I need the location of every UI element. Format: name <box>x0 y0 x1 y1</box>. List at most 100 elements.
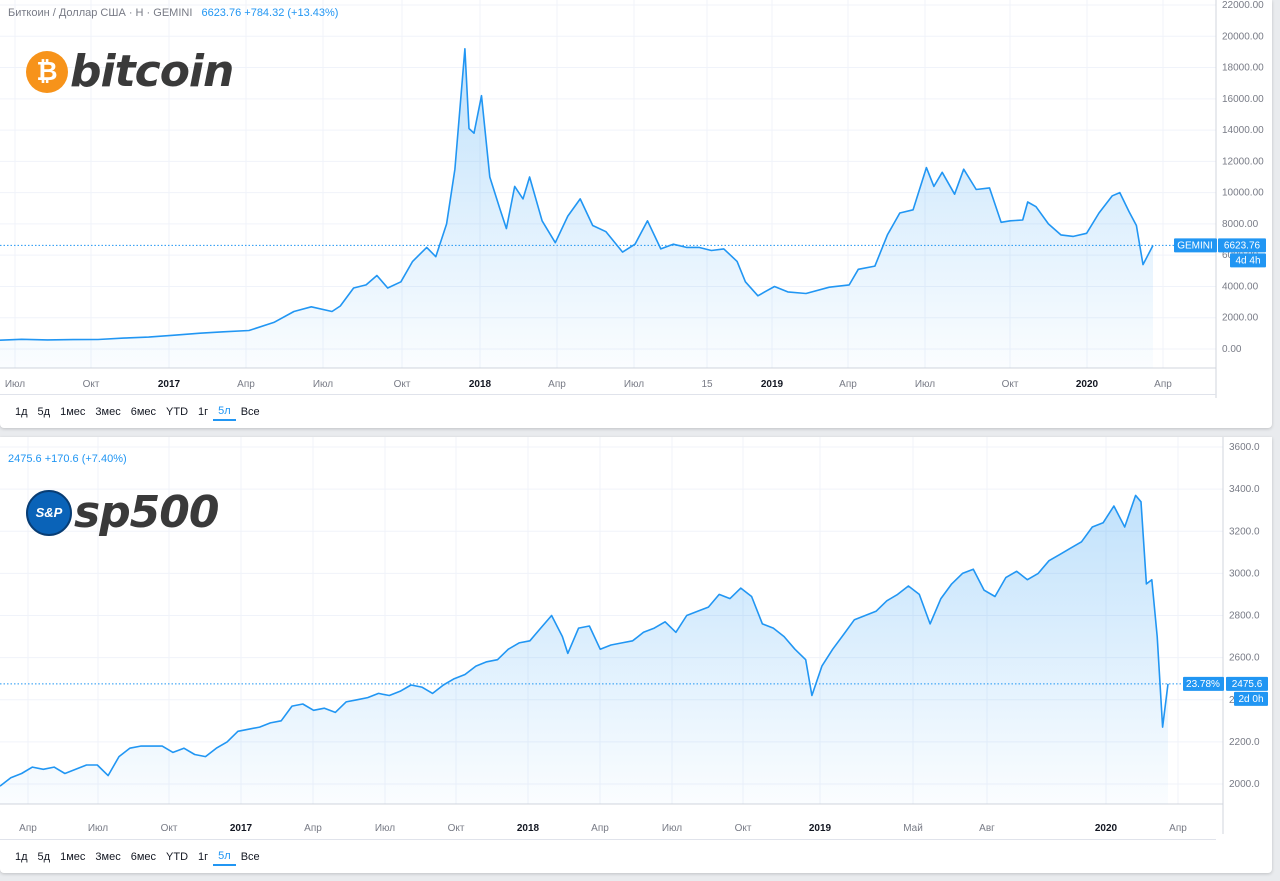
data-point <box>1005 576 1007 578</box>
exchange-tag: GEMINI <box>1177 240 1213 251</box>
price-line <box>0 494 1169 787</box>
data-point <box>1060 234 1062 236</box>
range-button-YTD[interactable]: YTD <box>166 405 189 418</box>
data-point <box>1047 223 1049 225</box>
range-button-1мес[interactable]: 1мес <box>60 850 86 863</box>
data-point <box>567 215 569 217</box>
data-point <box>172 751 174 753</box>
range-button-5л[interactable]: 5л <box>213 403 236 421</box>
area-fill <box>0 495 1168 804</box>
data-point <box>193 753 195 755</box>
countdown-tag-bg <box>1230 253 1266 268</box>
range-button-1д[interactable]: 1д <box>15 850 28 863</box>
data-point <box>744 281 746 283</box>
range-button-1г[interactable]: 1г <box>198 405 209 418</box>
y-tick-label: 14000.00 <box>1222 125 1264 136</box>
data-point <box>1072 235 1074 237</box>
range-button-6мес[interactable]: 6мес <box>130 405 157 418</box>
data-point <box>147 336 149 338</box>
data-point <box>787 291 789 293</box>
y-tick-label: 20000.00 <box>1222 31 1264 42</box>
data-point <box>750 595 752 597</box>
x-tick-label: Апр <box>548 379 566 390</box>
data-point <box>675 631 677 633</box>
data-point <box>237 730 239 732</box>
data-point <box>848 284 850 286</box>
x-tick-label: Апр <box>1169 823 1187 834</box>
data-point <box>280 720 282 722</box>
data-point <box>293 310 295 312</box>
data-point <box>554 241 556 243</box>
exchange-tag-bg <box>1174 238 1217 253</box>
data-point <box>912 209 914 211</box>
range-button-5д[interactable]: 5д <box>37 850 51 863</box>
range-button-1мес[interactable]: 1мес <box>60 405 86 418</box>
data-point <box>1113 505 1115 507</box>
range-button-Все[interactable]: Все <box>240 405 260 418</box>
sp500-chart[interactable]: 2000.02200.02400.02600.02800.03000.03200… <box>0 437 1272 873</box>
x-tick-label: Окт <box>394 379 411 390</box>
data-point <box>161 745 163 747</box>
data-point <box>1069 547 1071 549</box>
data-point <box>20 772 22 774</box>
y-tick-label: 2000.00 <box>1222 313 1259 324</box>
data-point <box>513 185 515 187</box>
pct-tag: 23.78% <box>1186 679 1220 690</box>
data-point <box>685 246 687 248</box>
data-point <box>696 610 698 612</box>
range-button-6мес[interactable]: 6мес <box>130 850 157 863</box>
data-point <box>64 772 66 774</box>
data-point <box>365 284 367 286</box>
data-point <box>929 623 931 625</box>
data-point <box>805 659 807 661</box>
data-point <box>150 745 152 747</box>
data-point <box>772 627 774 629</box>
range-button-5л[interactable]: 5л <box>213 848 236 866</box>
range-button-3мес[interactable]: 3мес <box>95 850 121 863</box>
x-tick-label: 2017 <box>230 823 253 834</box>
data-point <box>886 234 888 236</box>
data-point <box>226 741 228 743</box>
x-tick-label: Июл <box>375 823 395 834</box>
data-point <box>269 722 271 724</box>
data-point <box>339 305 341 307</box>
data-point <box>686 614 688 616</box>
data-point <box>1128 210 1130 212</box>
bitcoin-logo-text: bitcoin <box>70 46 234 97</box>
data-point <box>1151 578 1153 580</box>
data-point <box>610 644 612 646</box>
data-point <box>399 690 401 692</box>
data-point <box>896 593 898 595</box>
range-button-YTD[interactable]: YTD <box>166 850 189 863</box>
data-point <box>723 248 725 250</box>
range-button-5д[interactable]: 5д <box>37 405 51 418</box>
data-point <box>505 227 507 229</box>
data-point <box>951 583 953 585</box>
bitcoin-icon: ₿ <box>26 50 68 93</box>
data-point <box>1134 494 1136 496</box>
data-point <box>832 648 834 650</box>
data-point <box>1167 683 1169 685</box>
data-point <box>1091 526 1093 528</box>
data-point <box>507 648 509 650</box>
pct-tag-bg <box>1183 676 1224 691</box>
x-tick-label: Окт <box>448 823 465 834</box>
range-button-3мес[interactable]: 3мес <box>95 405 121 418</box>
range-button-1г[interactable]: 1г <box>198 850 209 863</box>
x-tick-label: Апр <box>1154 379 1172 390</box>
bitcoin-chart[interactable]: 0.002000.004000.006000.008000.0010000.00… <box>0 0 1272 428</box>
data-point <box>489 176 491 178</box>
y-tick-label: 2600.0 <box>1229 653 1260 664</box>
data-point <box>1140 501 1142 503</box>
data-point <box>222 331 224 333</box>
range-button-Все[interactable]: Все <box>240 850 260 863</box>
y-tick-label: 2000.0 <box>1229 779 1260 790</box>
spx-header: 2475.6 +170.6 (+7.40%) <box>8 453 127 465</box>
range-button-1д[interactable]: 1д <box>15 405 28 418</box>
data-point <box>42 768 44 770</box>
data-point <box>765 290 767 292</box>
data-point <box>664 621 666 623</box>
data-point <box>857 268 859 270</box>
data-point <box>496 659 498 661</box>
data-point <box>356 699 358 701</box>
